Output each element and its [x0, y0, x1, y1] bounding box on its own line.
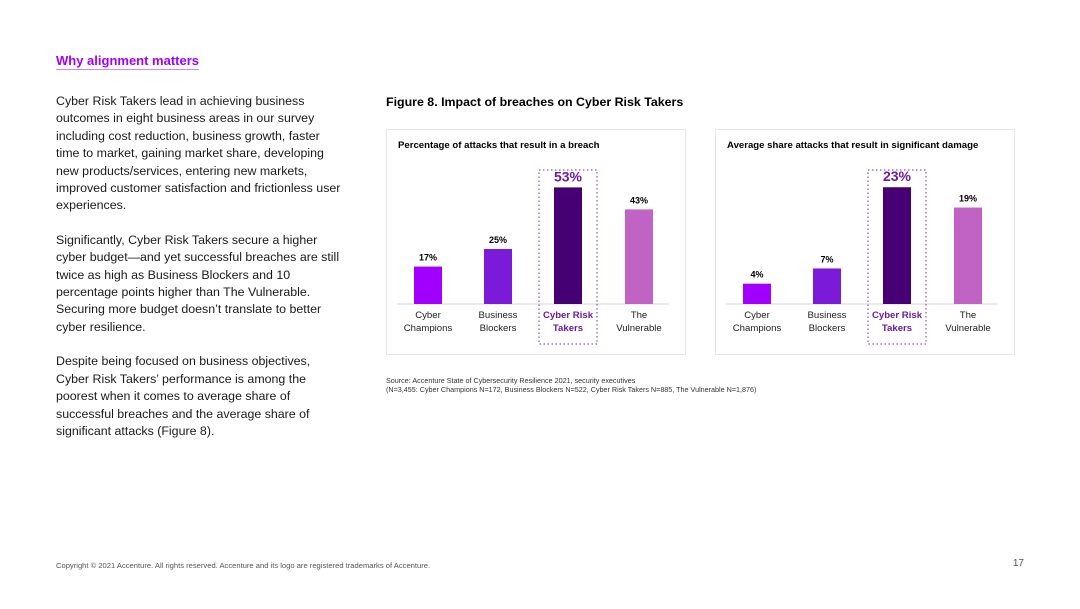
- bar-the-vulnerable: [954, 207, 982, 304]
- body-text: Cyber Risk Takers lead in achieving busi…: [56, 93, 346, 457]
- source-line-1: Source: Accenture State of Cybersecurity…: [386, 376, 636, 385]
- category-label-the-vulnerable: Vulnerable: [945, 323, 991, 334]
- value-label-the-vulnerable: 43%: [630, 195, 648, 205]
- source-note: Source: Accenture State of Cybersecurity…: [386, 376, 756, 394]
- category-label-business-blockers: Business: [808, 310, 847, 321]
- breach-chart: 17% Cyber Champions 25% Business Blockers 53% C…: [397, 168, 669, 345]
- paragraph-2: Significantly, Cyber Risk Takers secure …: [56, 232, 340, 334]
- category-label-cyber-champions: Champions: [733, 323, 782, 334]
- bar-business-blockers: [813, 268, 841, 304]
- category-label-cyber-champions: Cyber: [415, 310, 441, 321]
- paragraph-1: Cyber Risk Takers lead in achieving busi…: [56, 94, 341, 213]
- bar-cyber-risk-takers: [554, 187, 582, 304]
- category-label-business-blockers: Blockers: [480, 323, 517, 334]
- page-number: 17: [1012, 558, 1024, 569]
- value-label-cyber-champions: 4%: [750, 270, 763, 280]
- category-label-business-blockers: Blockers: [809, 323, 846, 334]
- paragraph-3: Despite being focused on business object…: [56, 354, 311, 438]
- damage-chart-title: Average share attacks that result in sig…: [727, 140, 979, 151]
- value-label-cyber-risk-takers: 53%: [554, 168, 583, 184]
- value-label-the-vulnerable: 19%: [959, 194, 977, 204]
- value-label-cyber-risk-takers: 23%: [883, 168, 912, 184]
- bar-cyber-risk-takers: [883, 187, 911, 304]
- bar-the-vulnerable: [625, 209, 653, 304]
- value-label-business-blockers: 25%: [489, 235, 507, 245]
- figure-title: Figure 8. Impact of breaches on Cyber Ri…: [386, 95, 684, 109]
- bar-cyber-champions: [743, 283, 771, 304]
- highlight-outline: [867, 169, 927, 345]
- value-label-cyber-champions: 17%: [419, 253, 437, 263]
- category-label-cyber-champions: Cyber: [744, 310, 770, 321]
- section-heading: Why alignment matters: [56, 53, 200, 70]
- bar-business-blockers: [484, 249, 512, 304]
- category-label-cyber-risk-takers: Cyber Risk: [872, 310, 923, 321]
- damage-chart-panel: Average share attacks that result in sig…: [715, 129, 1015, 355]
- category-label-cyber-risk-takers: Cyber Risk: [543, 310, 594, 321]
- breach-chart-title: Percentage of attacks that result in a b…: [398, 140, 600, 151]
- category-label-business-blockers: Business: [479, 310, 518, 321]
- damage-chart: 4% Cyber Champions 7% Business Blockers 23% Cyb…: [726, 168, 998, 345]
- copyright-footer: Copyright © 2021 Accenture. All rights r…: [56, 561, 431, 570]
- category-label-the-vulnerable: Vulnerable: [616, 323, 662, 334]
- category-label-the-vulnerable: The: [960, 310, 977, 321]
- highlight-outline: [538, 169, 598, 345]
- category-label-cyber-champions: Champions: [404, 323, 453, 334]
- category-label-cyber-risk-takers: Takers: [882, 323, 912, 334]
- source-line-2: (N=3,455: Cyber Champions N=172, Busines…: [386, 385, 757, 394]
- breach-chart-panel: Percentage of attacks that result in a b…: [386, 129, 686, 355]
- category-label-cyber-risk-takers: Takers: [553, 323, 583, 334]
- bar-cyber-champions: [414, 266, 442, 304]
- value-label-business-blockers: 7%: [820, 254, 833, 264]
- category-label-the-vulnerable: The: [631, 310, 648, 321]
